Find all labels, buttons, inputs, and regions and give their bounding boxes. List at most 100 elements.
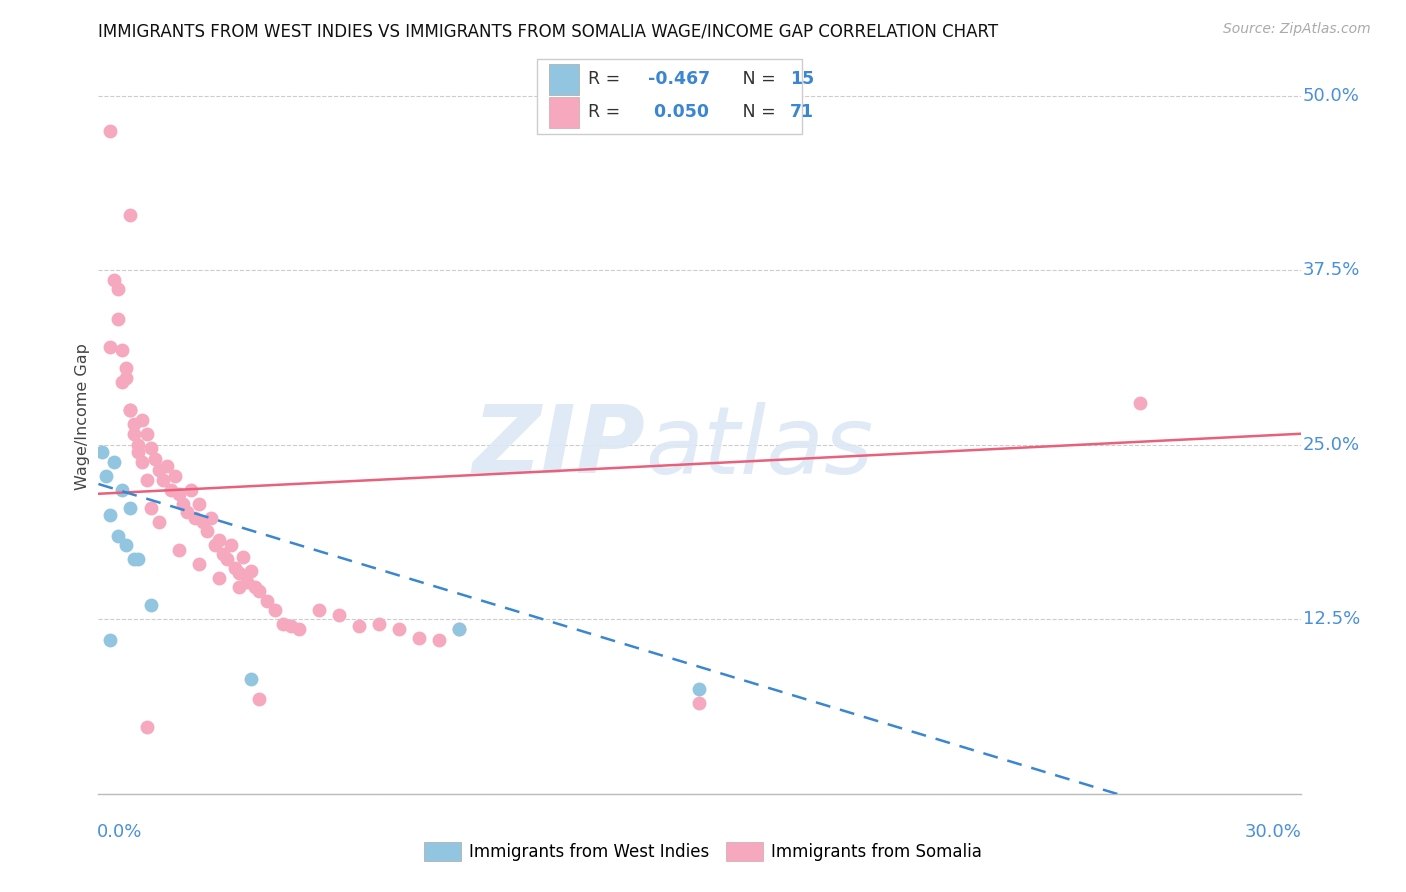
- Bar: [537, 59, 801, 135]
- Point: [208, 533, 231, 547]
- Point: [139, 441, 162, 455]
- Text: 30.0%: 30.0%: [1244, 822, 1302, 840]
- Point: [368, 616, 391, 631]
- Point: [172, 497, 194, 511]
- Point: [124, 417, 146, 431]
- Point: [124, 426, 146, 441]
- Point: [115, 538, 138, 552]
- Point: [148, 515, 170, 529]
- Text: ZIP: ZIP: [472, 401, 645, 493]
- Point: [200, 510, 222, 524]
- Point: [111, 483, 134, 497]
- Point: [120, 403, 142, 417]
- Point: [208, 570, 231, 584]
- Point: [167, 542, 190, 557]
- Point: [96, 468, 118, 483]
- Point: [100, 340, 122, 354]
- Point: [183, 510, 205, 524]
- Point: [215, 552, 238, 566]
- Point: [107, 312, 129, 326]
- Point: [271, 616, 294, 631]
- Point: [280, 619, 302, 633]
- Point: [139, 500, 162, 515]
- Point: [243, 580, 266, 594]
- Text: IMMIGRANTS FROM WEST INDIES VS IMMIGRANTS FROM SOMALIA WAGE/INCOME GAP CORRELATI: IMMIGRANTS FROM WEST INDIES VS IMMIGRANT…: [98, 22, 998, 40]
- Point: [211, 547, 233, 561]
- Point: [115, 371, 138, 385]
- Point: [120, 208, 142, 222]
- Text: -0.467: -0.467: [648, 70, 710, 88]
- Point: [228, 566, 250, 581]
- Text: 37.5%: 37.5%: [1303, 261, 1361, 279]
- Point: [228, 580, 250, 594]
- Point: [131, 455, 153, 469]
- Text: 12.5%: 12.5%: [1303, 610, 1360, 628]
- Point: [204, 538, 226, 552]
- Text: 71: 71: [790, 103, 814, 121]
- Point: [100, 633, 122, 648]
- Point: [159, 483, 181, 497]
- Point: [152, 473, 174, 487]
- Point: [187, 497, 209, 511]
- Point: [107, 282, 129, 296]
- Point: [180, 483, 202, 497]
- Point: [124, 552, 146, 566]
- Legend: Immigrants from West Indies, Immigrants from Somalia: Immigrants from West Indies, Immigrants …: [418, 835, 988, 868]
- Point: [195, 524, 218, 539]
- Point: [148, 463, 170, 477]
- Point: [288, 622, 311, 636]
- Point: [120, 403, 142, 417]
- Text: N =: N =: [725, 70, 782, 88]
- Point: [447, 622, 470, 636]
- Point: [128, 552, 150, 566]
- Point: [239, 564, 262, 578]
- Point: [408, 631, 430, 645]
- Point: [224, 561, 246, 575]
- Point: [1129, 396, 1152, 410]
- Point: [103, 455, 125, 469]
- Point: [191, 515, 214, 529]
- Text: Source: ZipAtlas.com: Source: ZipAtlas.com: [1223, 22, 1371, 37]
- Point: [115, 361, 138, 376]
- Point: [308, 602, 330, 616]
- Point: [128, 445, 150, 459]
- Point: [235, 574, 257, 589]
- Point: [247, 584, 270, 599]
- Point: [256, 594, 278, 608]
- Point: [688, 682, 710, 697]
- Point: [219, 538, 242, 552]
- Text: 50.0%: 50.0%: [1303, 87, 1360, 105]
- Point: [388, 622, 411, 636]
- Point: [128, 438, 150, 452]
- Point: [100, 124, 122, 138]
- Point: [187, 557, 209, 571]
- Point: [447, 622, 470, 636]
- Point: [239, 673, 262, 687]
- Bar: [550, 96, 579, 128]
- Point: [131, 413, 153, 427]
- Point: [155, 458, 177, 473]
- Point: [111, 375, 134, 389]
- Point: [100, 508, 122, 522]
- Point: [120, 500, 142, 515]
- Point: [103, 273, 125, 287]
- Point: [135, 473, 157, 487]
- Point: [139, 599, 162, 613]
- Bar: [550, 63, 579, 95]
- Text: 0.050: 0.050: [648, 103, 709, 121]
- Point: [232, 549, 254, 564]
- Point: [263, 602, 285, 616]
- Point: [347, 619, 370, 633]
- Point: [143, 451, 166, 466]
- Point: [91, 445, 114, 459]
- Point: [163, 468, 186, 483]
- Point: [688, 696, 710, 710]
- Point: [135, 426, 157, 441]
- Text: 15: 15: [790, 70, 814, 88]
- Text: R =: R =: [588, 70, 626, 88]
- Text: atlas: atlas: [645, 401, 873, 492]
- Point: [247, 692, 270, 706]
- Point: [427, 633, 450, 648]
- Text: 25.0%: 25.0%: [1303, 436, 1360, 454]
- Point: [176, 505, 198, 519]
